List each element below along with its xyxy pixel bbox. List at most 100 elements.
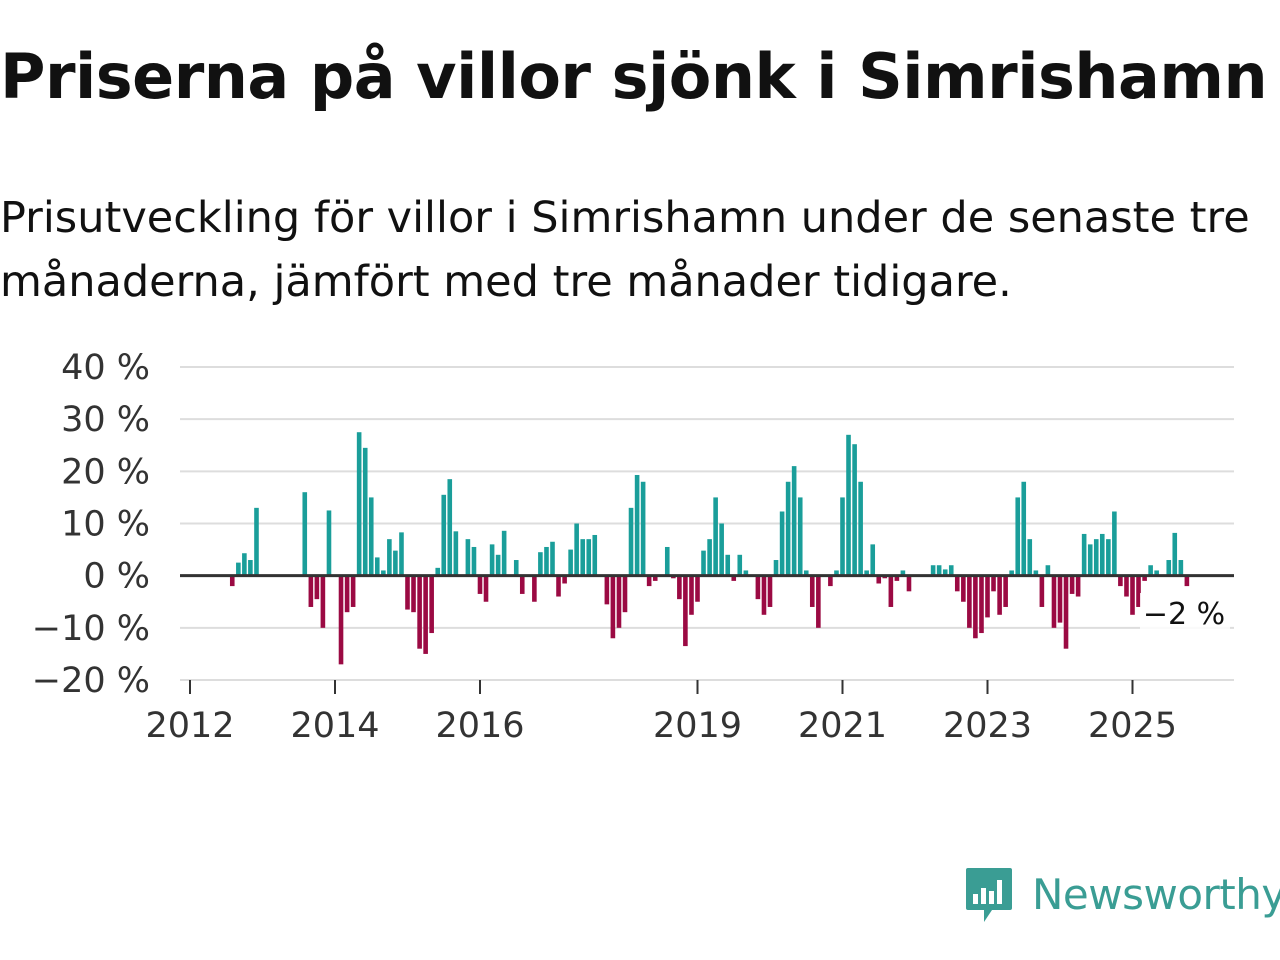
bar xyxy=(1009,570,1014,576)
bar xyxy=(1112,511,1117,576)
bar xyxy=(997,575,1002,615)
bar xyxy=(1093,539,1099,576)
bar xyxy=(719,523,724,576)
bar xyxy=(1142,575,1147,581)
bar xyxy=(441,494,447,576)
brand-name: Newsworthy xyxy=(1032,869,1280,919)
bar xyxy=(574,523,579,576)
bar xyxy=(1130,575,1135,615)
bar xyxy=(1027,539,1033,576)
bar xyxy=(695,575,700,602)
bar xyxy=(936,565,942,576)
bar xyxy=(870,544,876,576)
bar xyxy=(465,539,471,576)
bar xyxy=(677,575,682,600)
bar xyxy=(834,570,839,576)
bar xyxy=(513,560,519,576)
bar xyxy=(828,575,833,587)
bar xyxy=(1015,497,1021,576)
bar xyxy=(568,549,573,576)
bar xyxy=(453,531,459,576)
bar-chart: 40 % 30 % 20 % 10 % 0 % −10 % −20 % 2012 2014 201… xyxy=(32,348,1234,746)
bar xyxy=(592,534,598,576)
bar xyxy=(381,570,386,576)
chart-title: Priserna på villor sjönk i Simrishamn xyxy=(0,40,1268,113)
bar xyxy=(248,560,253,576)
bar xyxy=(1178,560,1184,576)
bar xyxy=(683,575,688,647)
bar xyxy=(954,575,960,592)
bar xyxy=(242,553,247,576)
bar xyxy=(646,575,652,587)
bar xyxy=(616,575,622,628)
bar xyxy=(411,575,416,613)
bar xyxy=(737,554,743,576)
gridlines xyxy=(180,366,1234,681)
bar xyxy=(1033,570,1039,576)
bar xyxy=(326,510,332,576)
bar xyxy=(707,539,712,576)
x-tick-label: 2025 xyxy=(1088,706,1177,746)
bar xyxy=(991,575,996,592)
bar xyxy=(1063,575,1069,649)
bar xyxy=(761,575,767,615)
bar xyxy=(888,575,894,607)
y-tick-label: 40 % xyxy=(61,348,150,388)
bar xyxy=(1057,575,1063,623)
y-tick-label: 10 % xyxy=(61,505,150,545)
bar xyxy=(447,479,453,576)
bar xyxy=(435,567,441,576)
bar xyxy=(544,546,549,576)
newsworthy-logo-icon xyxy=(966,868,1012,922)
bar xyxy=(1069,575,1075,594)
bar xyxy=(610,575,616,639)
bar xyxy=(1045,565,1051,576)
bar xyxy=(1039,575,1045,607)
bar xyxy=(731,575,737,581)
x-tick-label: 2023 xyxy=(943,706,1032,746)
bar xyxy=(562,575,567,584)
bar xyxy=(314,575,320,600)
y-tick-label: 0 % xyxy=(83,557,150,597)
bar xyxy=(1021,481,1027,576)
y-tick-label: −20 % xyxy=(32,661,150,701)
bar xyxy=(1118,575,1123,587)
bar xyxy=(362,447,368,576)
bar xyxy=(942,569,948,576)
bar xyxy=(701,550,706,576)
bar xyxy=(961,575,966,602)
bar xyxy=(634,474,640,576)
bar xyxy=(580,539,586,576)
bar xyxy=(1051,575,1057,628)
bar xyxy=(405,575,410,610)
bar xyxy=(399,532,404,576)
bar xyxy=(652,575,658,581)
bar xyxy=(930,565,936,576)
bar xyxy=(1003,575,1008,607)
bar xyxy=(852,444,857,576)
bar xyxy=(973,575,978,639)
bar xyxy=(1087,544,1093,576)
bar xyxy=(725,554,731,576)
bar xyxy=(308,575,314,607)
bar xyxy=(538,552,543,576)
bar xyxy=(900,570,906,576)
bar xyxy=(1166,560,1172,576)
bar xyxy=(350,575,356,607)
axes xyxy=(180,574,1234,694)
x-tick-label: 2012 xyxy=(145,706,234,746)
bar xyxy=(519,575,525,594)
bar xyxy=(1148,565,1153,576)
y-tick-label: 20 % xyxy=(61,452,150,492)
bar xyxy=(846,434,851,576)
bar xyxy=(338,575,344,665)
x-tick-label: 2021 xyxy=(798,706,887,746)
bar xyxy=(948,565,954,576)
bar xyxy=(689,575,694,615)
bar xyxy=(1075,575,1081,597)
bar xyxy=(387,539,392,576)
bar xyxy=(816,575,821,628)
bar xyxy=(1136,575,1141,607)
y-tick-label: 30 % xyxy=(61,400,150,440)
bar xyxy=(489,544,495,576)
